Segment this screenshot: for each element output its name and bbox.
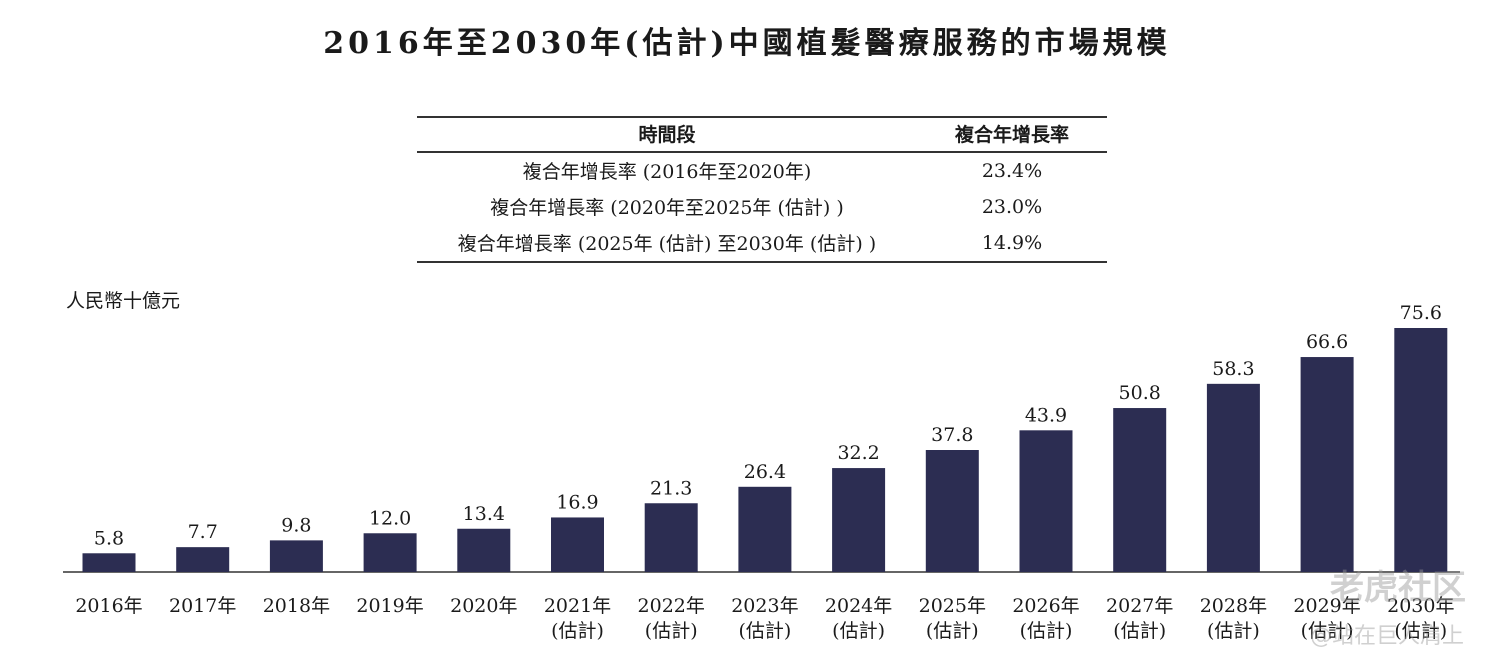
x-tick-label: 2024年 [825, 595, 892, 617]
x-tick-label: 2027年 [1106, 595, 1173, 617]
data-label: 32.2 [837, 442, 879, 464]
x-tick-label: 2019年 [356, 595, 423, 617]
data-label: 58.3 [1212, 358, 1254, 380]
data-label: 21.3 [650, 477, 692, 499]
x-tick-label: 2018年 [263, 595, 330, 617]
x-tick-sublabel: (估計) [551, 620, 604, 642]
cell-period: 複合年增長率 (2020年至2025年 (估計) ) [490, 197, 844, 219]
cell-rate: 23.0% [981, 195, 1043, 218]
data-label: 7.7 [188, 521, 218, 543]
bar [1113, 408, 1167, 572]
table-header-row: 時間段 複合年增長率 [417, 117, 1107, 152]
data-label: 26.4 [744, 461, 786, 483]
bar [363, 533, 417, 572]
x-tick-label: 2020年 [450, 595, 517, 617]
bar [738, 486, 792, 572]
data-label: 12.0 [369, 507, 411, 529]
x-tick-label: 2030年 [1387, 595, 1454, 617]
cell-period: 複合年增長率 (2016年至2020年) [522, 161, 812, 183]
bar [1019, 430, 1073, 572]
data-label: 50.8 [1119, 382, 1161, 404]
x-tick-sublabel: (估計) [1207, 620, 1260, 642]
cell-rate: 14.9% [981, 231, 1043, 254]
chart-title: 2016年至2030年(估計)中國植髮醫療服務的市場規模 [323, 26, 1171, 61]
table-row: 複合年增長率 (2020年至2025年 (估計) ) 23.0% [417, 189, 1107, 225]
bar [1206, 383, 1260, 572]
bar [1394, 328, 1448, 572]
data-label: 75.6 [1400, 302, 1442, 324]
data-label: 43.9 [1025, 404, 1067, 426]
header-rate: 複合年增長率 [954, 124, 1069, 146]
bar [269, 540, 323, 572]
x-tick-label: 2026年 [1012, 595, 1079, 617]
y-axis-unit-label: 人民幣十億元 [66, 290, 181, 312]
bar [1300, 357, 1354, 572]
data-label: 9.8 [281, 514, 311, 536]
x-tick-label: 2023年 [731, 595, 798, 617]
data-label: 13.4 [463, 503, 505, 525]
x-tick-label: 2017年 [169, 595, 236, 617]
watermark-user: @站在巨人肩上 [1309, 624, 1464, 649]
bar [832, 468, 886, 572]
table-row: 複合年增長率 (2025年 (估計) 至2030年 (估計) ) 14.9% [417, 225, 1107, 262]
watermark-logo: 老虎社区 [1330, 568, 1466, 608]
x-tick-sublabel: (估計) [832, 620, 885, 642]
x-tick-label: 2025年 [919, 595, 986, 617]
cagr-table: 時間段 複合年增長率 複合年增長率 (2016年至2020年) 23.4% 複合… [417, 116, 1107, 263]
x-tick-label: 2016年 [75, 595, 142, 617]
x-tick-label: 2021年 [544, 595, 611, 617]
x-tick-label: 2022年 [638, 595, 705, 617]
x-tick-sublabel: (估計) [738, 620, 791, 642]
x-tick-sublabel: (估計) [645, 620, 698, 642]
bar [176, 547, 230, 572]
x-tick-label: 2029年 [1293, 595, 1360, 617]
x-tick-sublabel: (估計) [926, 620, 979, 642]
bar [925, 450, 979, 572]
bar [644, 503, 698, 572]
bar [551, 517, 604, 572]
header-period: 時間段 [638, 124, 696, 146]
data-label: 66.6 [1306, 331, 1348, 353]
x-tick-sublabel: (估計) [1020, 620, 1073, 642]
cell-rate: 23.4% [981, 159, 1043, 182]
cell-period: 複合年增長率 (2025年 (估計) 至2030年 (估計) ) [457, 233, 877, 255]
x-tick-label: 2028年 [1200, 595, 1267, 617]
bar [457, 528, 511, 572]
table-row: 複合年增長率 (2016年至2020年) 23.4% [417, 152, 1107, 189]
data-label: 5.8 [94, 527, 124, 549]
data-label: 37.8 [931, 424, 973, 446]
data-label: 16.9 [556, 491, 598, 513]
bar [82, 553, 136, 572]
x-tick-sublabel: (估計) [1394, 620, 1447, 642]
x-tick-sublabel: (估計) [1301, 620, 1354, 642]
x-tick-sublabel: (估計) [1113, 620, 1166, 642]
